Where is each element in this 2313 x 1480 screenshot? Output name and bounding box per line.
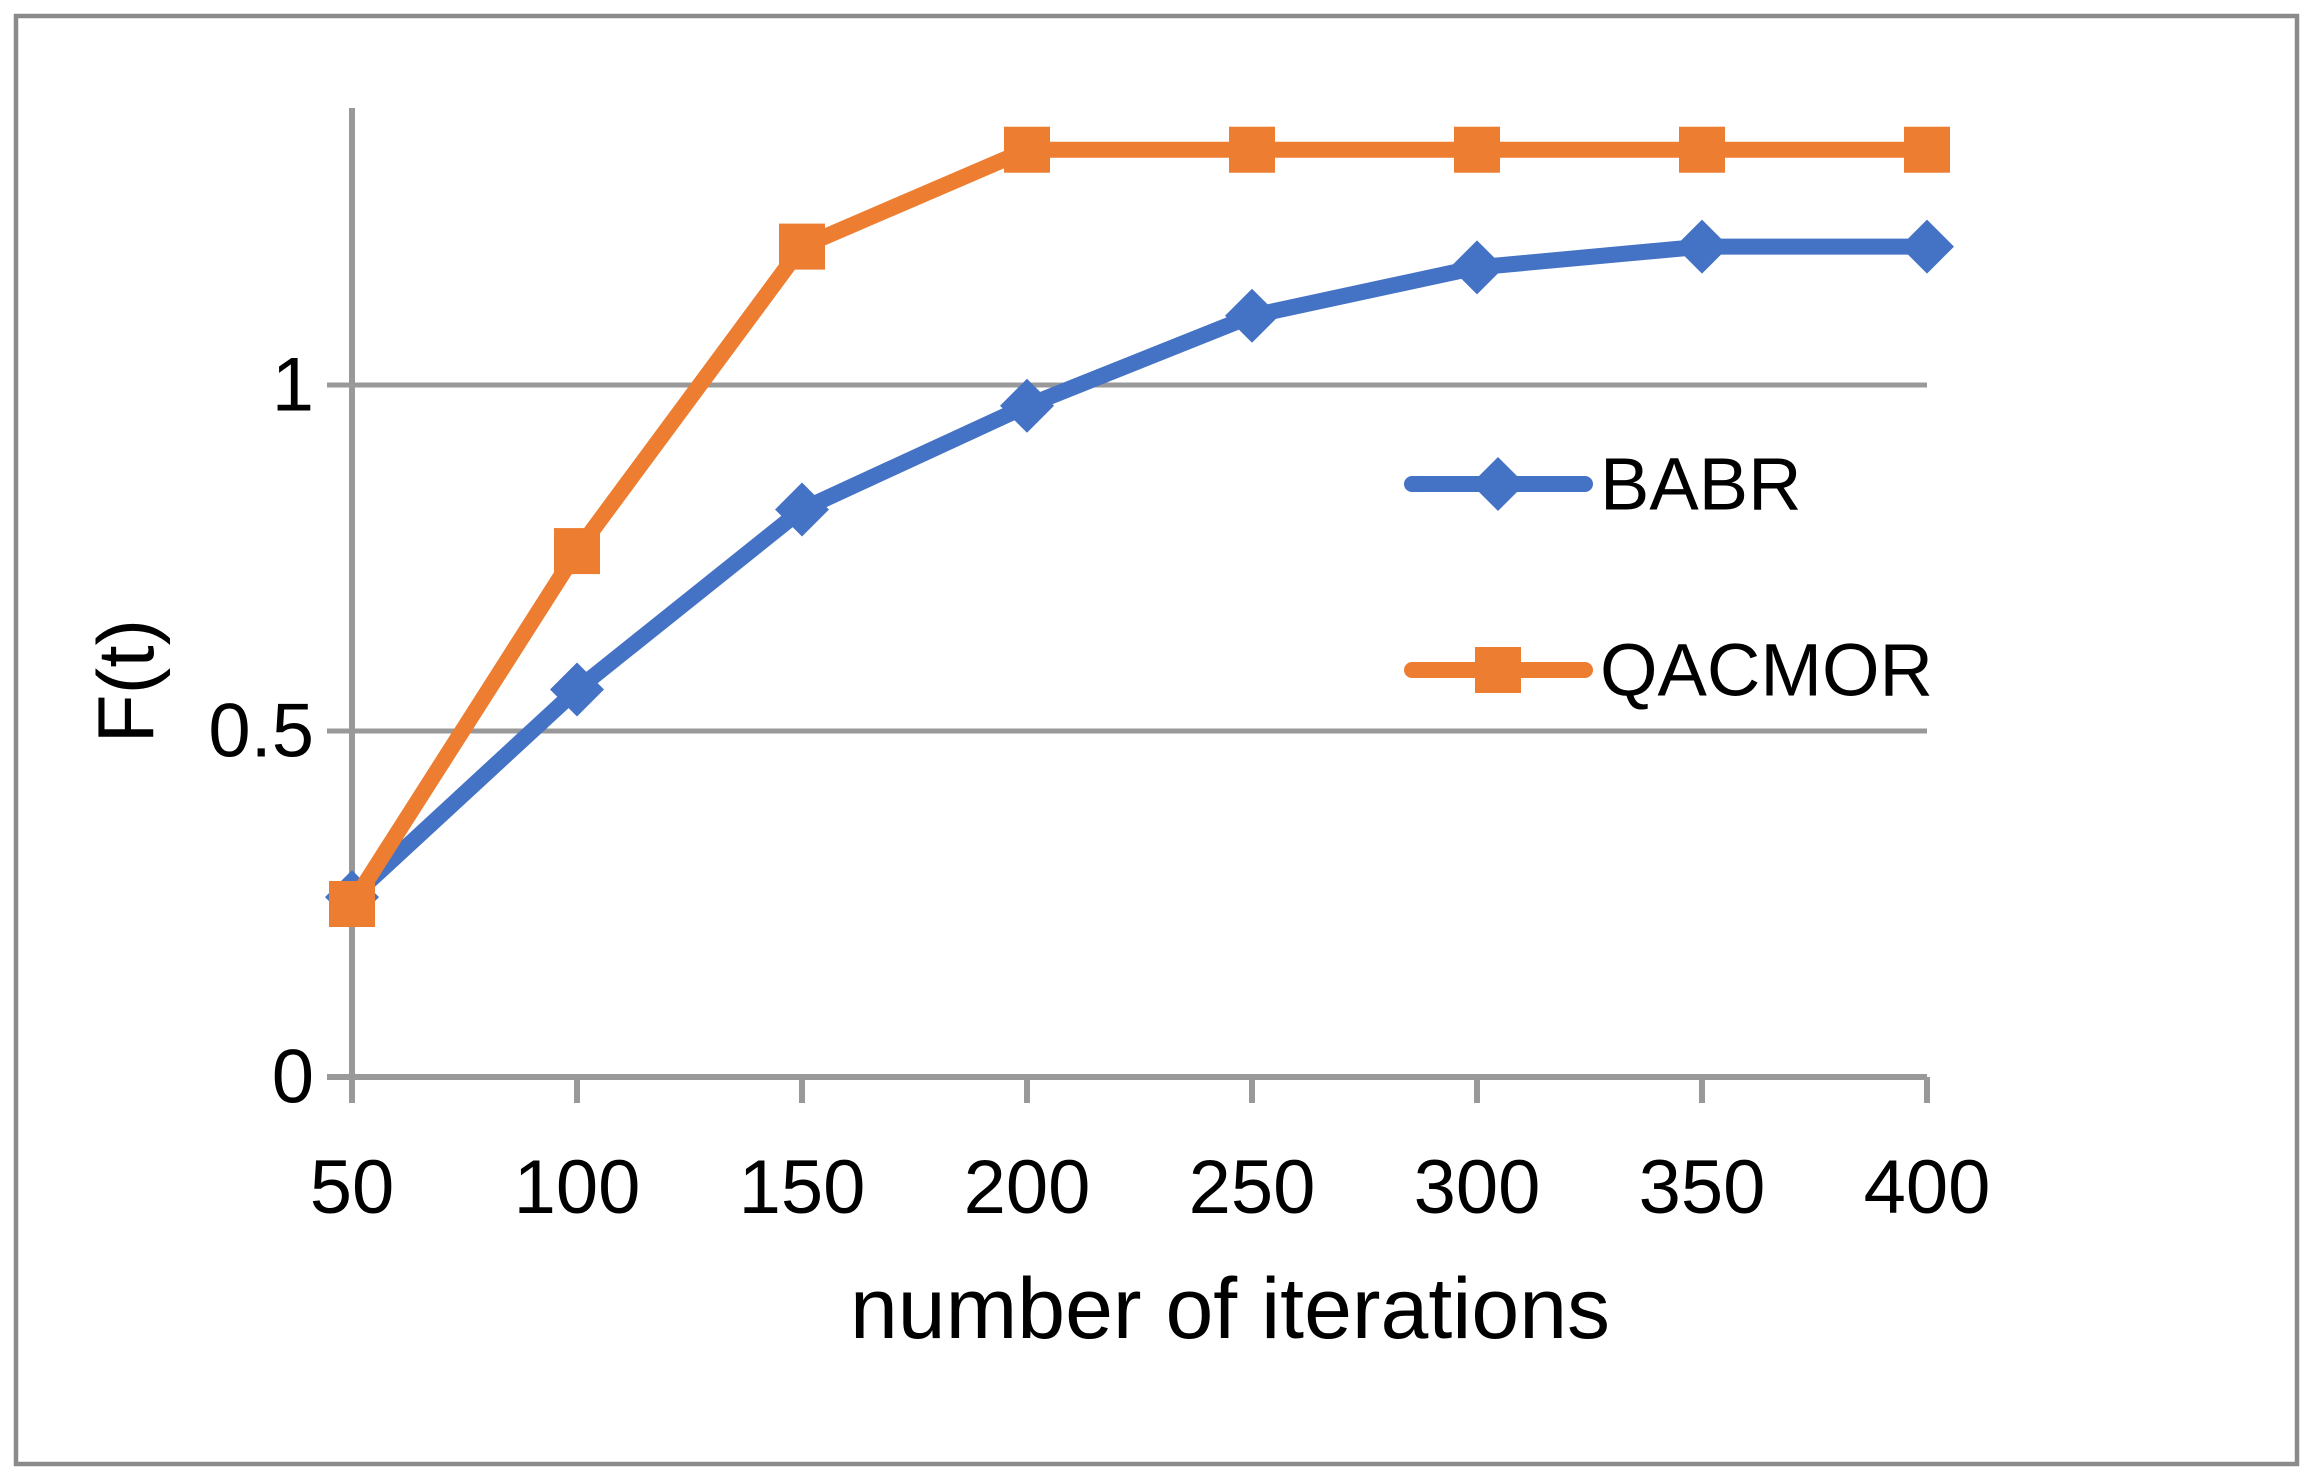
series-qacmor bbox=[329, 126, 1950, 927]
series-marker-babr-x250 bbox=[1225, 288, 1279, 343]
series-marker-qacmor-x50 bbox=[329, 881, 375, 927]
series-marker-babr-x100 bbox=[550, 662, 604, 717]
series-plot-area bbox=[325, 126, 1954, 927]
x-tick-label-100: 100 bbox=[514, 1145, 641, 1230]
gridlines bbox=[327, 382, 1927, 734]
x-tick-labels: 50 100 150 200 250 300 350 400 bbox=[310, 1145, 1991, 1230]
y-tick-label-0: 0 bbox=[272, 1035, 314, 1120]
legend-label-qacmor: QACMOR bbox=[1600, 629, 1933, 712]
y-axis-label: F(t) bbox=[82, 619, 171, 743]
series-marker-babr-x300 bbox=[1450, 240, 1504, 295]
x-axis-label: number of iterations bbox=[850, 1261, 1610, 1357]
series-marker-qacmor-x300 bbox=[1454, 126, 1500, 173]
series-marker-qacmor-x350 bbox=[1679, 126, 1725, 173]
y-tick-labels: 00.51 bbox=[208, 343, 314, 1120]
series-marker-babr-x400 bbox=[1900, 219, 1954, 274]
series-marker-qacmor-x400 bbox=[1904, 126, 1950, 173]
x-tick-label-50: 50 bbox=[310, 1145, 395, 1230]
series-marker-babr-x350 bbox=[1675, 219, 1729, 274]
series-marker-qacmor-x100 bbox=[554, 528, 600, 575]
series-marker-qacmor-x150 bbox=[779, 223, 825, 270]
x-tick-label-300: 300 bbox=[1414, 1145, 1541, 1230]
x-tick-label-150: 150 bbox=[739, 1145, 866, 1230]
figure-border bbox=[13, 13, 2300, 1467]
legend-label-babr: BABR bbox=[1600, 443, 1802, 526]
legend-marker-babr bbox=[1471, 457, 1525, 511]
legend-entry-babr: BABR bbox=[1404, 443, 1802, 526]
series-marker-qacmor-x200 bbox=[1004, 126, 1050, 173]
legend-marker-qacmor bbox=[1475, 647, 1521, 693]
y-tick-label-0.5: 0.5 bbox=[208, 689, 314, 774]
x-tick-label-400: 400 bbox=[1864, 1145, 1991, 1230]
series-line-babr bbox=[346, 238, 1927, 903]
axes bbox=[327, 108, 1930, 1103]
legend: BABR QACMOR bbox=[1404, 443, 1933, 712]
x-tick-label-200: 200 bbox=[964, 1145, 1091, 1230]
y-tick-label-1: 1 bbox=[272, 343, 314, 428]
x-tick-label-250: 250 bbox=[1189, 1145, 1316, 1230]
series-marker-babr-x200 bbox=[1000, 378, 1054, 433]
series-marker-qacmor-x250 bbox=[1229, 126, 1275, 173]
x-tick-label-350: 350 bbox=[1639, 1145, 1766, 1230]
series-marker-babr-x150 bbox=[775, 482, 829, 537]
series-line-qacmor bbox=[345, 141, 1927, 909]
legend-entry-qacmor: QACMOR bbox=[1404, 629, 1933, 712]
